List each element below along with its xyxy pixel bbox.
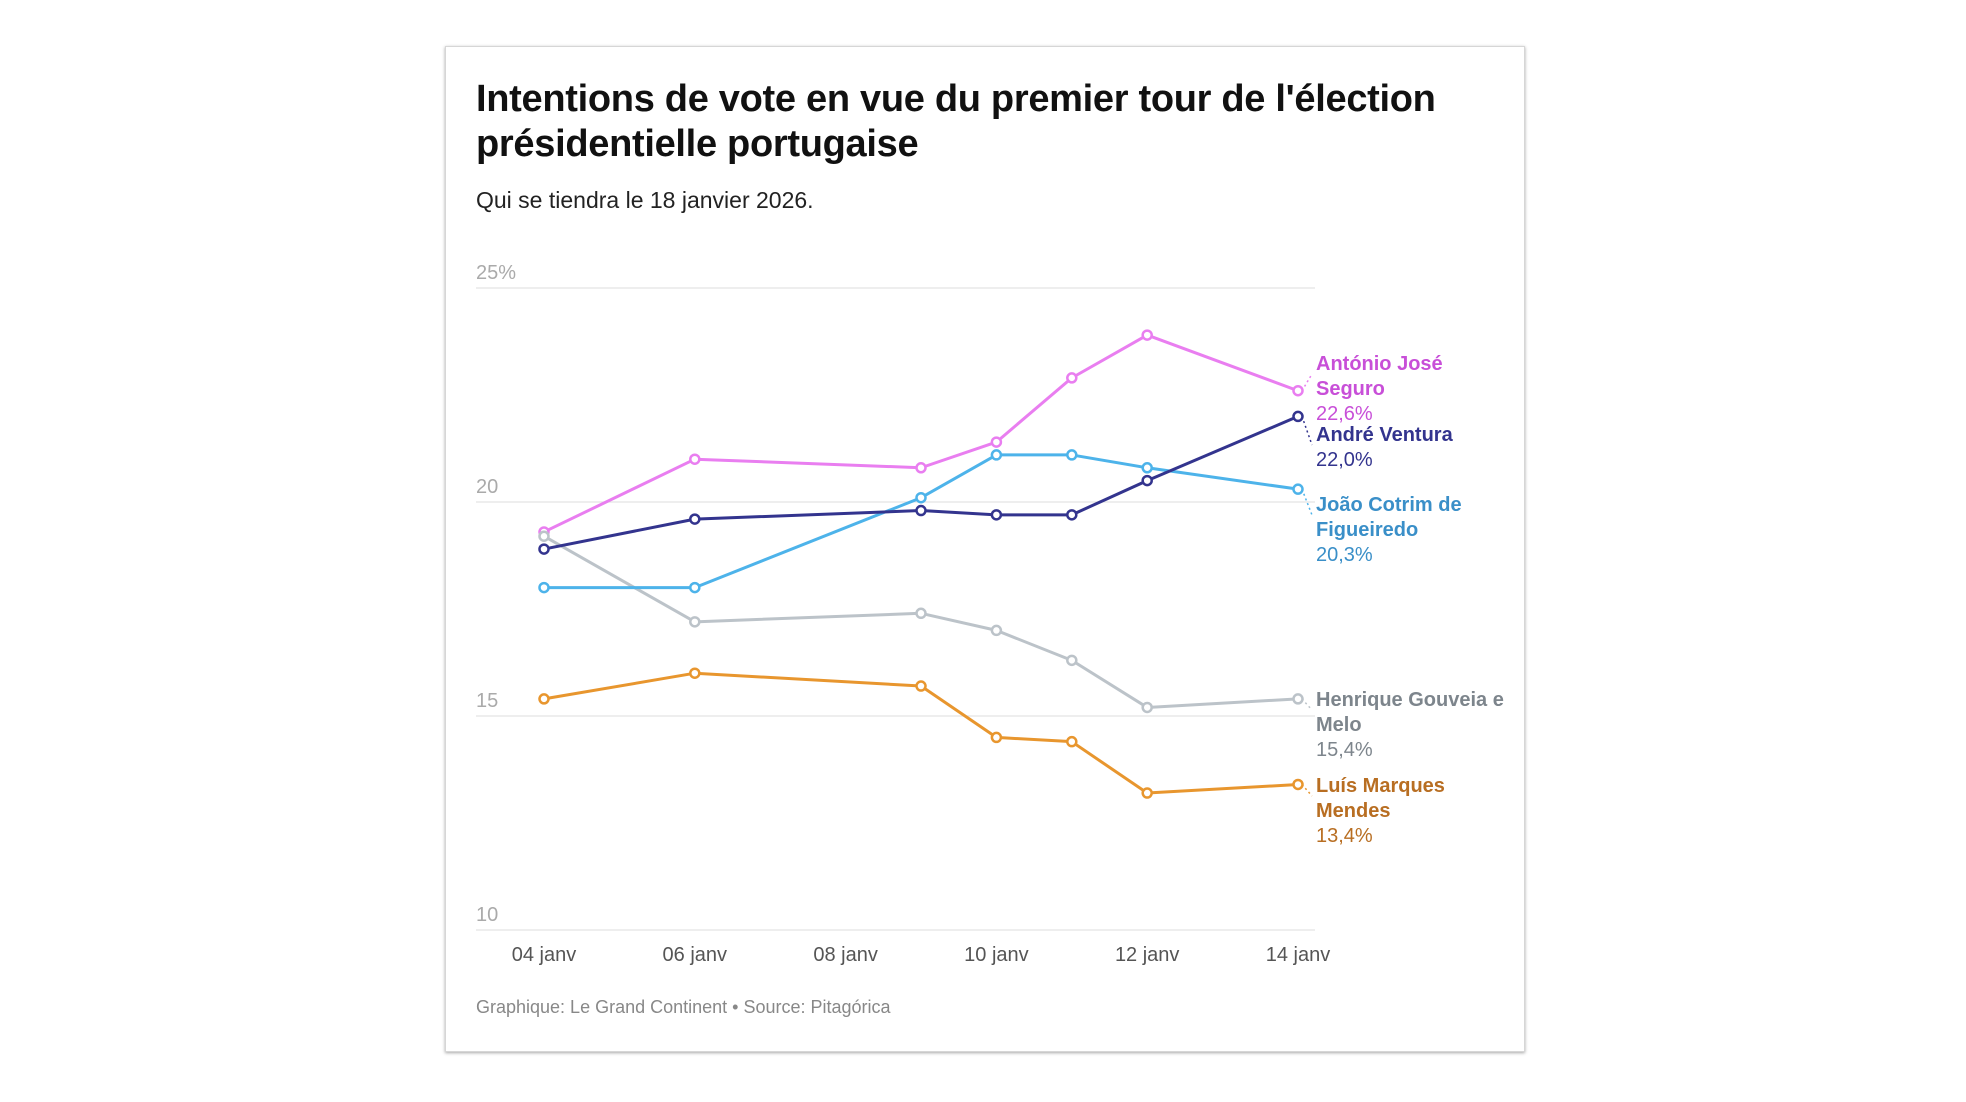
- series-line: [544, 453, 1299, 590]
- data-point: [1141, 787, 1153, 799]
- y-tick-label: 10: [476, 904, 498, 926]
- data-point: [1141, 701, 1153, 714]
- series-value: 13,4%: [1316, 825, 1373, 847]
- data-point: [689, 453, 701, 465]
- chart-card: Intentions de vote en vue du premier tou…: [445, 46, 1525, 1052]
- series-name: André Ventura: [1316, 424, 1453, 446]
- data-point: [538, 581, 550, 594]
- data-point: [1066, 372, 1078, 384]
- label-connector: [1301, 783, 1313, 797]
- series-name: João Cotrim de Figueiredo: [1316, 494, 1462, 541]
- series-value: 15,4%: [1316, 739, 1373, 761]
- series-end-label: António José Seguro 22,6%: [1316, 352, 1516, 427]
- data-point: [1141, 474, 1153, 487]
- data-point: [1292, 778, 1304, 791]
- data-point: [990, 509, 1003, 521]
- data-point: [990, 624, 1003, 637]
- x-tick-label: 08 janv: [813, 944, 878, 966]
- series-name: Luís Marques Mendes: [1316, 775, 1445, 822]
- y-tick-label: 25%: [476, 262, 516, 284]
- data-point: [915, 491, 927, 504]
- chart-subtitle: Qui se tiendra le 18 janvier 2026.: [476, 187, 814, 213]
- data-point: [990, 449, 1003, 461]
- data-point: [1292, 693, 1304, 705]
- y-tick-label: 15: [476, 690, 498, 712]
- data-point: [1066, 509, 1078, 521]
- series-end-label: João Cotrim de Figueiredo 20,3%: [1316, 493, 1516, 568]
- y-tick-label: 20: [476, 476, 498, 498]
- x-tick-label: 14 janv: [1266, 944, 1331, 966]
- data-point: [1292, 384, 1304, 397]
- data-point: [990, 436, 1003, 448]
- data-point: [538, 693, 550, 705]
- series-line: [543, 415, 1299, 551]
- data-point: [1141, 462, 1153, 474]
- data-point: [689, 513, 701, 525]
- series-name: Henrique Gouveia e Melo: [1316, 689, 1504, 736]
- label-connector: [1301, 373, 1313, 392]
- data-point: [689, 581, 701, 594]
- data-point: [1066, 449, 1078, 461]
- data-point: [689, 616, 701, 628]
- series-end-label: André Ventura 22,0%: [1316, 423, 1516, 473]
- x-tick-label: 06 janv: [663, 944, 728, 966]
- x-tick-label: 10 janv: [964, 944, 1029, 966]
- x-tick-label: 12 janv: [1115, 944, 1180, 966]
- data-point: [990, 731, 1003, 744]
- series-end-label: Henrique Gouveia e Melo 15,4%: [1316, 688, 1516, 763]
- data-point: [915, 680, 927, 692]
- data-point: [1066, 654, 1078, 667]
- data-point: [915, 504, 927, 517]
- label-connector: [1301, 416, 1313, 446]
- data-point: [538, 543, 550, 555]
- data-point: [1292, 410, 1304, 423]
- series-value: 22,6%: [1316, 403, 1373, 425]
- data-point: [1141, 329, 1153, 341]
- series-name: António José Seguro: [1316, 353, 1443, 400]
- x-tick-label: 04 janv: [512, 944, 577, 966]
- data-point: [538, 530, 550, 542]
- data-point: [915, 462, 927, 474]
- data-point: [689, 667, 701, 679]
- data-point: [915, 607, 927, 620]
- chart-title: Intentions de vote en vue du premier tou…: [476, 78, 1436, 165]
- data-point: [1292, 483, 1304, 495]
- data-point: [1066, 735, 1078, 748]
- series-end-label: Luís Marques Mendes 13,4%: [1316, 774, 1516, 849]
- line-chart: 25% 20 15 10 04 janv 06 janv 08 janv 10 janv 12 …: [476, 262, 1331, 966]
- series-value: 22,0%: [1316, 449, 1373, 471]
- series-value: 20,3%: [1316, 544, 1373, 566]
- chart-footer: Graphique: Le Grand Continent • Source: …: [476, 997, 891, 1017]
